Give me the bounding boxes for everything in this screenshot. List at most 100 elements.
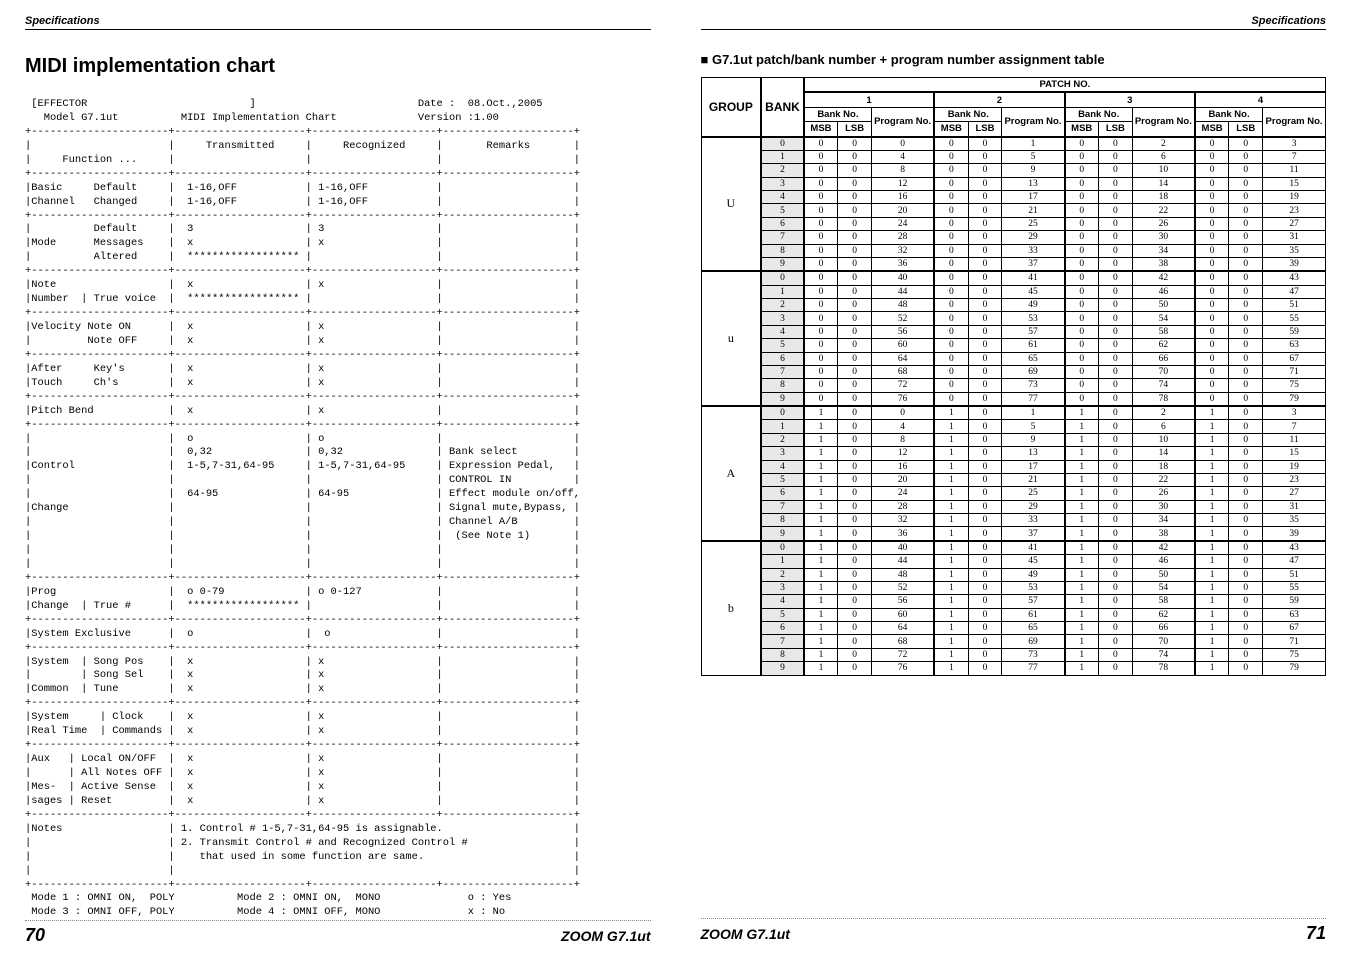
lsb-cell: 0 xyxy=(838,527,872,541)
msb-cell: 0 xyxy=(804,231,838,244)
prog-cell: 5 xyxy=(1002,420,1065,433)
lsb-cell: 0 xyxy=(838,635,872,648)
right-page: Specifications G7.1ut patch/bank number … xyxy=(676,0,1351,954)
lsb-cell: 0 xyxy=(1098,244,1132,257)
msb-cell: 0 xyxy=(1195,191,1229,204)
lsb-cell: 0 xyxy=(838,231,872,244)
prog-cell: 39 xyxy=(1263,527,1326,541)
lsb-cell: 0 xyxy=(1229,339,1263,352)
msb-cell: 0 xyxy=(1065,392,1099,406)
prog-cell: 3 xyxy=(1263,406,1326,420)
prog-cell: 64 xyxy=(872,622,935,635)
msb-cell: 1 xyxy=(934,662,968,675)
prog-cell: 28 xyxy=(872,231,935,244)
prog-cell: 8 xyxy=(872,433,935,446)
prog-cell: 44 xyxy=(872,285,935,298)
prog-cell: 54 xyxy=(1132,312,1195,325)
lsb-cell: 0 xyxy=(1098,150,1132,163)
lsb-cell: 0 xyxy=(1098,379,1132,392)
prog-cell: 37 xyxy=(1002,527,1065,541)
msb-cell: 0 xyxy=(934,244,968,257)
msb-cell: 0 xyxy=(934,271,968,285)
lsb-cell: 0 xyxy=(838,648,872,661)
prog-cell: 63 xyxy=(1263,608,1326,621)
group-cell: u xyxy=(701,271,761,406)
lsb-cell: 0 xyxy=(1229,635,1263,648)
lsb-cell: 0 xyxy=(1229,500,1263,513)
msb-cell: 0 xyxy=(1065,271,1099,285)
lsb-cell: 0 xyxy=(1098,137,1132,151)
prog-cell: 52 xyxy=(872,581,935,594)
msb-cell: 1 xyxy=(1065,514,1099,527)
prog-cell: 55 xyxy=(1263,581,1326,594)
msb-cell: 1 xyxy=(1195,622,1229,635)
group-cell: U xyxy=(701,137,761,272)
prog-cell: 66 xyxy=(1132,352,1195,365)
msb-cell: 0 xyxy=(1065,312,1099,325)
prog-cell: 68 xyxy=(872,635,935,648)
prog-cell: 68 xyxy=(872,365,935,378)
lsb-cell: 0 xyxy=(1098,608,1132,621)
lsb-cell: 0 xyxy=(1229,312,1263,325)
lsb-header: LSB xyxy=(1229,122,1263,137)
prog-cell: 14 xyxy=(1132,177,1195,190)
prog-cell: 47 xyxy=(1263,285,1326,298)
lsb-cell: 0 xyxy=(838,191,872,204)
msb-cell: 0 xyxy=(1195,257,1229,271)
msb-cell: 0 xyxy=(1195,379,1229,392)
prog-cell: 12 xyxy=(872,447,935,460)
lsb-cell: 0 xyxy=(1098,568,1132,581)
msb-cell: 0 xyxy=(934,352,968,365)
msb-cell: 1 xyxy=(1195,595,1229,608)
bank-cell: 6 xyxy=(761,352,804,365)
bankno-header: Bank No. xyxy=(804,107,872,121)
bank-cell: 8 xyxy=(761,244,804,257)
lsb-cell: 0 xyxy=(838,433,872,446)
prog-cell: 67 xyxy=(1263,622,1326,635)
lsb-header: LSB xyxy=(1098,122,1132,137)
msb-cell: 1 xyxy=(934,581,968,594)
lsb-cell: 0 xyxy=(1229,204,1263,217)
msb-cell: 0 xyxy=(1195,285,1229,298)
bank-cell: 2 xyxy=(761,164,804,177)
prog-cell: 46 xyxy=(1132,555,1195,568)
msb-cell: 1 xyxy=(1065,608,1099,621)
msb-cell: 0 xyxy=(1195,271,1229,285)
progno-header: Program No. xyxy=(1132,107,1195,136)
msb-cell: 0 xyxy=(1065,257,1099,271)
msb-cell: 0 xyxy=(1065,150,1099,163)
msb-cell: 1 xyxy=(1195,473,1229,486)
msb-cell: 0 xyxy=(934,325,968,338)
msb-cell: 0 xyxy=(934,257,968,271)
lsb-cell: 0 xyxy=(1229,271,1263,285)
lsb-cell: 0 xyxy=(838,595,872,608)
prog-cell: 8 xyxy=(872,164,935,177)
msb-cell: 1 xyxy=(1065,406,1099,420)
lsb-cell: 0 xyxy=(1098,662,1132,675)
patch-table: GROUPBANKPATCH NO.1234Bank No.Program No… xyxy=(701,77,1327,676)
lsb-cell: 0 xyxy=(1098,191,1132,204)
prog-cell: 61 xyxy=(1002,339,1065,352)
lsb-cell: 0 xyxy=(838,164,872,177)
lsb-cell: 0 xyxy=(1098,406,1132,420)
prog-cell: 53 xyxy=(1002,581,1065,594)
prog-cell: 2 xyxy=(1132,137,1195,151)
lsb-cell: 0 xyxy=(968,392,1002,406)
msb-cell: 1 xyxy=(934,527,968,541)
prog-cell: 50 xyxy=(1132,568,1195,581)
msb-cell: 1 xyxy=(1195,541,1229,555)
msb-cell: 0 xyxy=(1195,352,1229,365)
msb-cell: 1 xyxy=(1065,447,1099,460)
bank-cell: 3 xyxy=(761,581,804,594)
prog-cell: 13 xyxy=(1002,447,1065,460)
lsb-cell: 0 xyxy=(838,257,872,271)
msb-cell: 1 xyxy=(804,514,838,527)
prog-cell: 36 xyxy=(872,527,935,541)
prog-cell: 38 xyxy=(1132,527,1195,541)
prog-cell: 41 xyxy=(1002,271,1065,285)
bank-cell: 8 xyxy=(761,648,804,661)
prog-cell: 29 xyxy=(1002,500,1065,513)
lsb-cell: 0 xyxy=(1098,473,1132,486)
lsb-cell: 0 xyxy=(1229,595,1263,608)
bank-cell: 5 xyxy=(761,473,804,486)
